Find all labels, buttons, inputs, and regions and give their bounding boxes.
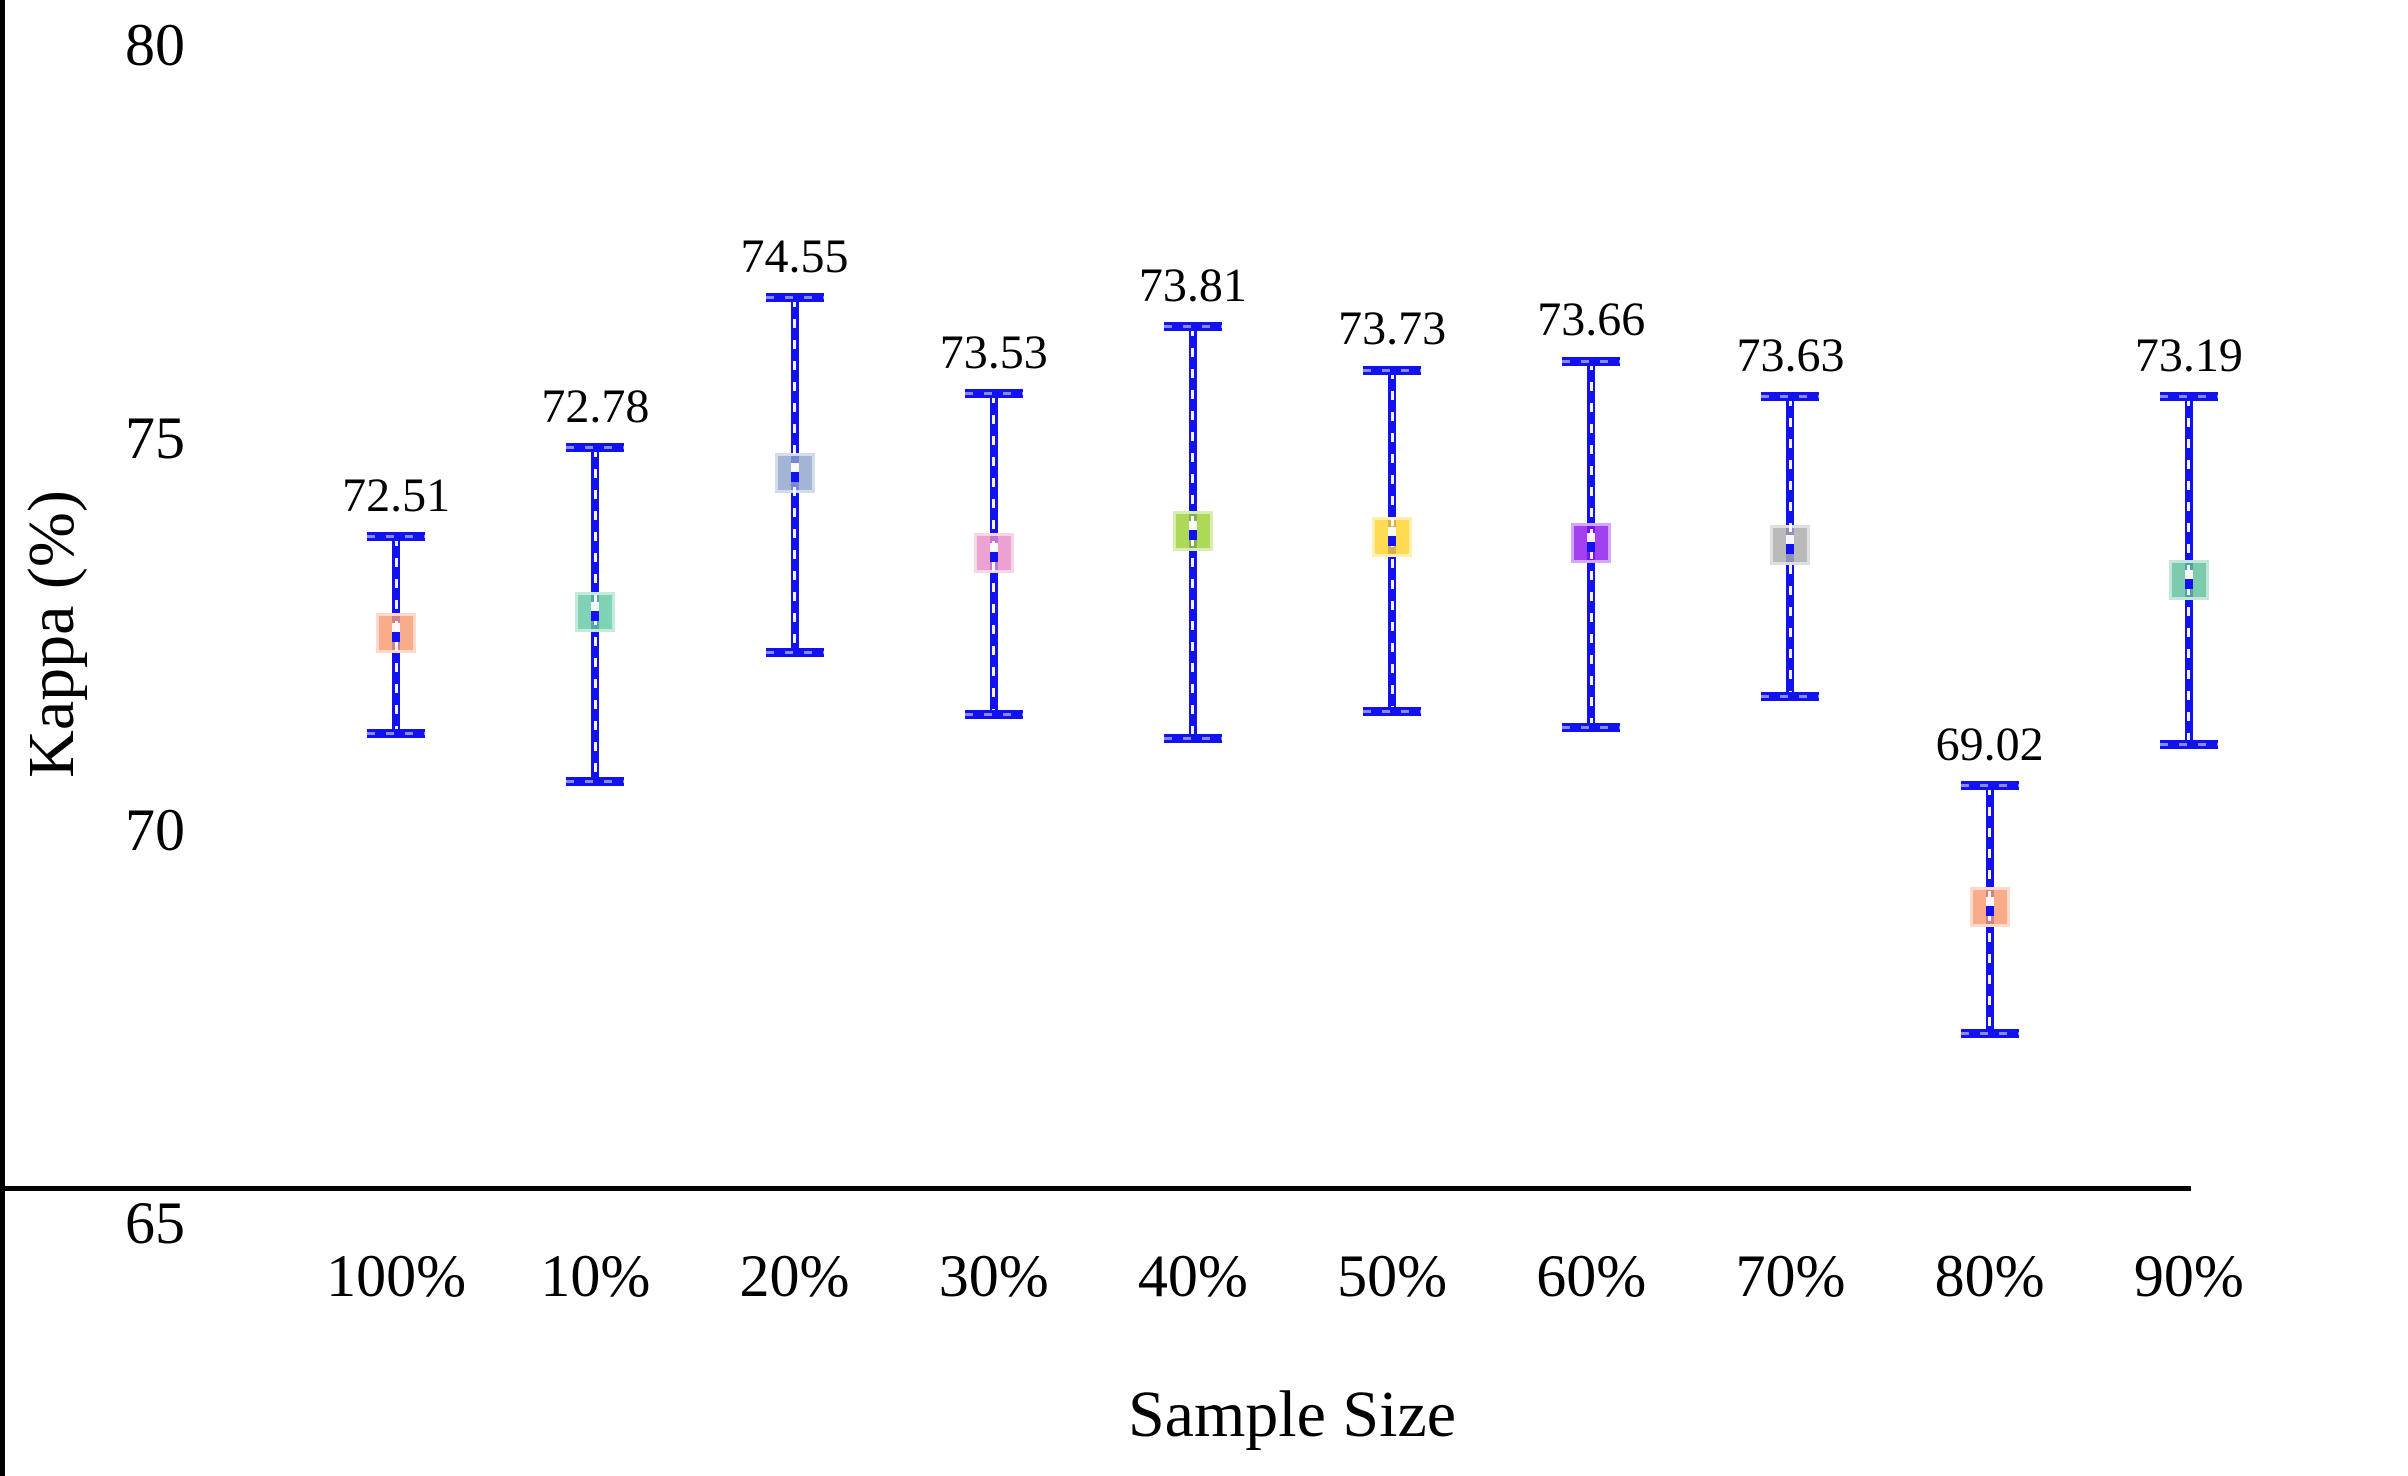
error-bar-cap-top — [1363, 365, 1422, 375]
error-bar-cap-bottom — [765, 647, 824, 657]
error-bar-cap-bottom — [1163, 733, 1222, 743]
marker-notch — [790, 463, 799, 472]
error-bar-cap-top — [1761, 392, 1820, 402]
y-tick-label: 80 — [125, 12, 185, 78]
error-bar-cap-top — [765, 293, 824, 303]
error-bar-cap-bottom — [964, 710, 1023, 720]
marker-notch — [591, 602, 600, 611]
error-bar-cap-top — [1960, 781, 2019, 791]
error-bar-cap-dash — [964, 392, 1023, 396]
error-bar-cap-top — [566, 443, 625, 453]
axis-spine-top — [0, 1186, 2191, 1191]
error-bar-cap-dash — [1960, 784, 2019, 788]
error-bar-cap-top — [367, 532, 426, 542]
y-tick-label: 75 — [125, 404, 185, 471]
marker-notch-line — [790, 472, 799, 482]
error-bar-cap-dash — [2159, 395, 2218, 399]
error-bar-cap-dash — [765, 296, 824, 300]
data-point-label: 73.73 — [1338, 302, 1447, 356]
error-bar-cap-dash — [2159, 743, 2218, 747]
x-tick-label: 80% — [1934, 1243, 2045, 1309]
marker-notch-line — [1188, 530, 1197, 541]
y-tick-label: 70 — [125, 797, 185, 864]
error-bar-cap-dash — [1761, 695, 1820, 699]
marker-notch-line — [1587, 541, 1596, 552]
marker-notch — [392, 623, 401, 633]
error-bar-cap-bottom — [1960, 1029, 2019, 1039]
error-bar-cap-dash — [1960, 1032, 2019, 1036]
error-bar-cap-dash — [765, 650, 824, 654]
marker-notch-line — [989, 552, 998, 563]
data-point-label: 73.81 — [1138, 258, 1247, 312]
error-bar-cap-top — [964, 389, 1023, 399]
data-point-label: 72.78 — [541, 379, 650, 433]
marker-notch — [1587, 532, 1596, 542]
data-point-label: 72.51 — [342, 468, 451, 522]
x-tick-label: 20% — [739, 1243, 850, 1309]
marker-notch — [1985, 897, 1994, 907]
data-point-label: 73.53 — [939, 325, 1048, 379]
marker-notch — [989, 543, 998, 553]
x-tick-label: 50% — [1337, 1243, 1448, 1309]
error-bar-cap-dash — [566, 780, 625, 784]
x-tick-label: 10% — [540, 1243, 651, 1309]
marker-notch-line — [1388, 536, 1397, 547]
x-tick-label: 70% — [1735, 1243, 1846, 1309]
error-bar-cap-dash — [367, 732, 426, 736]
x-tick-label: 60% — [1536, 1243, 1647, 1309]
marker-notch-line — [1985, 906, 1994, 917]
data-point-label: 73.19 — [2134, 328, 2243, 382]
error-bar-cap-dash — [1562, 725, 1621, 729]
marker-notch — [1786, 535, 1795, 545]
marker-notch-line — [392, 632, 401, 643]
x-tick-label: 40% — [1137, 1243, 1248, 1309]
error-bar-cap-dash — [1562, 359, 1621, 363]
error-bar-cap-dash — [367, 535, 426, 539]
axis-spine-left — [0, 0, 5, 1186]
x-axis-title: Sample Size — [1127, 1378, 1457, 1451]
x-tick-label: 30% — [938, 1243, 1049, 1309]
marker-notch — [2184, 569, 2193, 579]
error-bar-cap-dash — [1363, 368, 1422, 372]
y-tick-label: 65 — [125, 1190, 185, 1256]
x-tick-label: 100% — [326, 1243, 467, 1309]
marker-notch — [1188, 521, 1197, 531]
error-bar-cap-dash — [1163, 325, 1222, 329]
error-bar-cap-bottom — [2159, 740, 2218, 750]
error-bar-cap-top — [1562, 356, 1621, 366]
marker-notch-line — [1786, 544, 1795, 555]
error-bar-cap-top — [1163, 322, 1222, 332]
error-bar-cap-dash — [964, 713, 1023, 717]
data-point-label: 74.55 — [740, 229, 849, 283]
error-bar-cap-dash — [1761, 395, 1820, 399]
marker-notch-line — [591, 611, 600, 621]
error-bar-cap-top — [2159, 392, 2218, 402]
axis-spine-right — [0, 1191, 5, 1476]
error-bar-cap-bottom — [566, 777, 625, 787]
error-bar-cap-bottom — [1761, 692, 1820, 702]
marker-notch — [1388, 527, 1397, 537]
error-bar-cap-bottom — [1363, 707, 1422, 717]
data-point-label: 69.02 — [1935, 717, 2044, 771]
marker-notch-line — [2184, 578, 2193, 589]
error-bar-cap-bottom — [1562, 722, 1621, 732]
data-point-label: 73.63 — [1736, 328, 1845, 382]
error-bar-cap-dash — [566, 446, 625, 450]
error-bar-cap-dash — [1363, 710, 1422, 714]
data-point-label: 73.66 — [1537, 293, 1646, 347]
x-tick-label: 90% — [2133, 1243, 2244, 1309]
error-bar-cap-dash — [1163, 736, 1222, 740]
error-bar-cap-bottom — [367, 729, 426, 739]
